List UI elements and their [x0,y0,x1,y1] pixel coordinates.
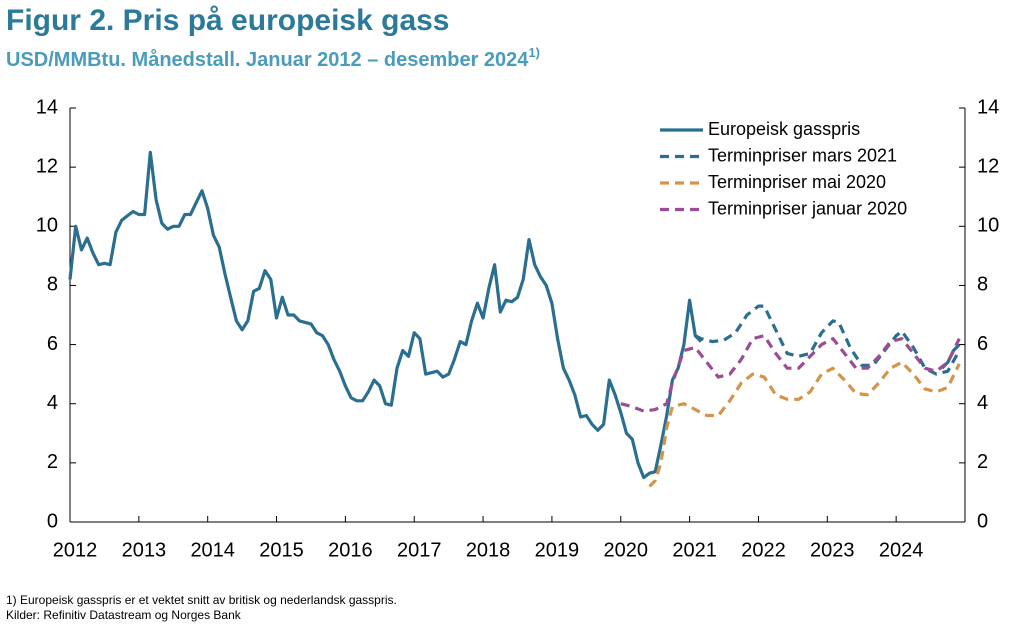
y-tick-label: 6 [47,333,58,355]
legend-label: Europeisk gasspris [708,119,860,139]
legend-label: Terminpriser januar 2020 [708,198,907,218]
y-tick-label: 4 [47,392,58,414]
x-tick-label: 2012 [53,539,98,561]
y2-tick-label: 6 [977,333,988,355]
y2-tick-label: 12 [977,155,999,177]
legend-label: Terminpriser mars 2021 [708,145,897,165]
y-tick-label: 8 [47,274,58,296]
y2-tick-label: 0 [977,510,988,532]
subtitle-text: USD/MMBtu. Månedstall. Januar 2012 – des… [6,48,529,71]
x-tick-label: 2023 [810,539,855,561]
x-tick-label: 2020 [604,539,649,561]
y2-tick-label: 10 [977,215,999,237]
series-line [694,304,961,376]
x-tick-label: 2021 [672,539,717,561]
y-tick-label: 0 [47,510,58,532]
y2-tick-label: 8 [977,274,988,296]
x-tick-label: 2017 [397,539,442,561]
y-tick-label: 14 [36,96,58,118]
y2-tick-label: 4 [977,392,988,414]
series-line [648,360,961,488]
y-tick-label: 2 [47,451,58,473]
x-tick-label: 2022 [741,539,786,561]
footnote: Kilder: Refinitiv Datastream og Norges B… [6,608,242,622]
x-tick-label: 2014 [190,539,235,561]
chart-title: Figur 2. Pris på europeisk gass [6,4,450,37]
x-tick-label: 2024 [879,539,924,561]
y-tick-label: 12 [36,155,58,177]
chart-subtitle: USD/MMBtu. Månedstall. Januar 2012 – des… [6,45,540,71]
series-line [620,334,961,413]
x-tick-label: 2013 [122,539,167,561]
y2-tick-label: 2 [977,451,988,473]
legend-label: Terminpriser mai 2020 [708,172,886,192]
y-tick-label: 10 [36,215,58,237]
x-tick-label: 2015 [259,539,304,561]
x-tick-label: 2018 [466,539,511,561]
x-tick-label: 2016 [328,539,373,561]
y2-tick-label: 14 [977,96,999,118]
footnote: 1) Europeisk gasspris er et vektet snitt… [6,593,397,607]
x-tick-label: 2019 [535,539,580,561]
subtitle-note: 1) [528,45,540,60]
